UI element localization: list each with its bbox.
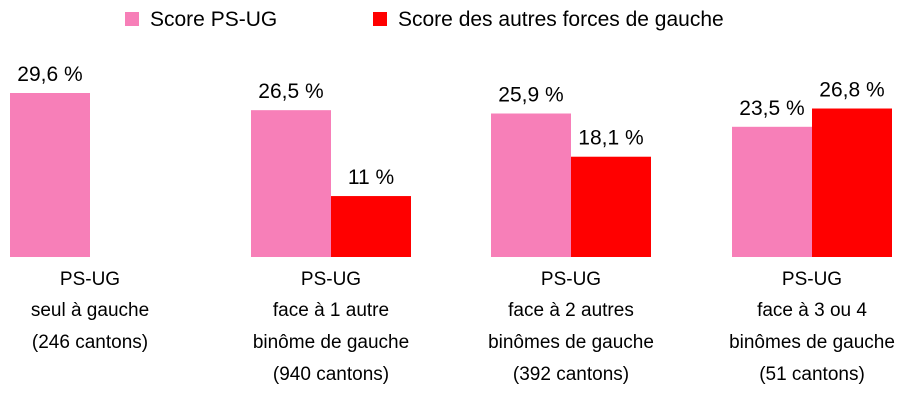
- category-label-0-line-2: (246 cantons): [32, 332, 148, 353]
- category-label-2-line-0: PS-UG: [541, 269, 601, 290]
- category-label-2-line-3: (392 cantons): [513, 364, 629, 385]
- category-label-1-line-2: binôme de gauche: [253, 332, 409, 353]
- category-label-2-line-1: face à 2 autres: [508, 300, 634, 321]
- bar-1-1: [331, 196, 411, 257]
- legend-label-0: Score PS-UG: [150, 8, 277, 31]
- bar-1-2: [571, 156, 651, 257]
- bar-0-3: [732, 126, 812, 257]
- category-label-1-line-0: PS-UG: [301, 269, 361, 290]
- category-label-3-line-1: face à 3 ou 4: [757, 300, 867, 321]
- bar-1-3: [812, 108, 892, 257]
- category-label-3-line-0: PS-UG: [782, 269, 842, 290]
- category-labels: PS-UG seul à gauche (246 cantons) PS-UG face…: [31, 269, 895, 385]
- legend: Score PS-UG Score des autres forces de ga…: [125, 8, 724, 31]
- category-label-1-line-1: face à 1 autre: [273, 300, 389, 321]
- value-label-1-3: 26,8 %: [819, 79, 884, 102]
- value-label-1-2: 18,1 %: [578, 127, 643, 150]
- category-label-0-line-0: PS-UG: [60, 269, 120, 290]
- category-label-2-line-2: binômes de gauche: [488, 332, 654, 353]
- value-label-0-0: 29,6 %: [17, 63, 82, 86]
- value-label-1-1: 11 %: [348, 166, 394, 189]
- legend-swatch-1: [373, 12, 387, 26]
- bar-0-1: [251, 110, 331, 257]
- value-labels: 29,6 % 26,5 % 25,9 % 23,5 % 11 % 18,1 % 26,8 %: [17, 63, 884, 189]
- bar-0-2: [491, 113, 571, 257]
- category-label-3-line-3: (51 cantons): [759, 364, 865, 385]
- bars: [10, 93, 892, 257]
- value-label-0-3: 23,5 %: [739, 97, 804, 120]
- category-label-0-line-1: seul à gauche: [31, 300, 149, 321]
- category-label-1-line-3: (940 cantons): [273, 364, 389, 385]
- legend-swatch-0: [125, 12, 139, 26]
- bar-0-0: [10, 93, 90, 257]
- category-label-3-line-2: binômes de gauche: [729, 332, 895, 353]
- legend-label-1: Score des autres forces de gauche: [398, 8, 724, 31]
- value-label-0-1: 26,5 %: [258, 80, 323, 103]
- value-label-0-2: 25,9 %: [498, 84, 563, 107]
